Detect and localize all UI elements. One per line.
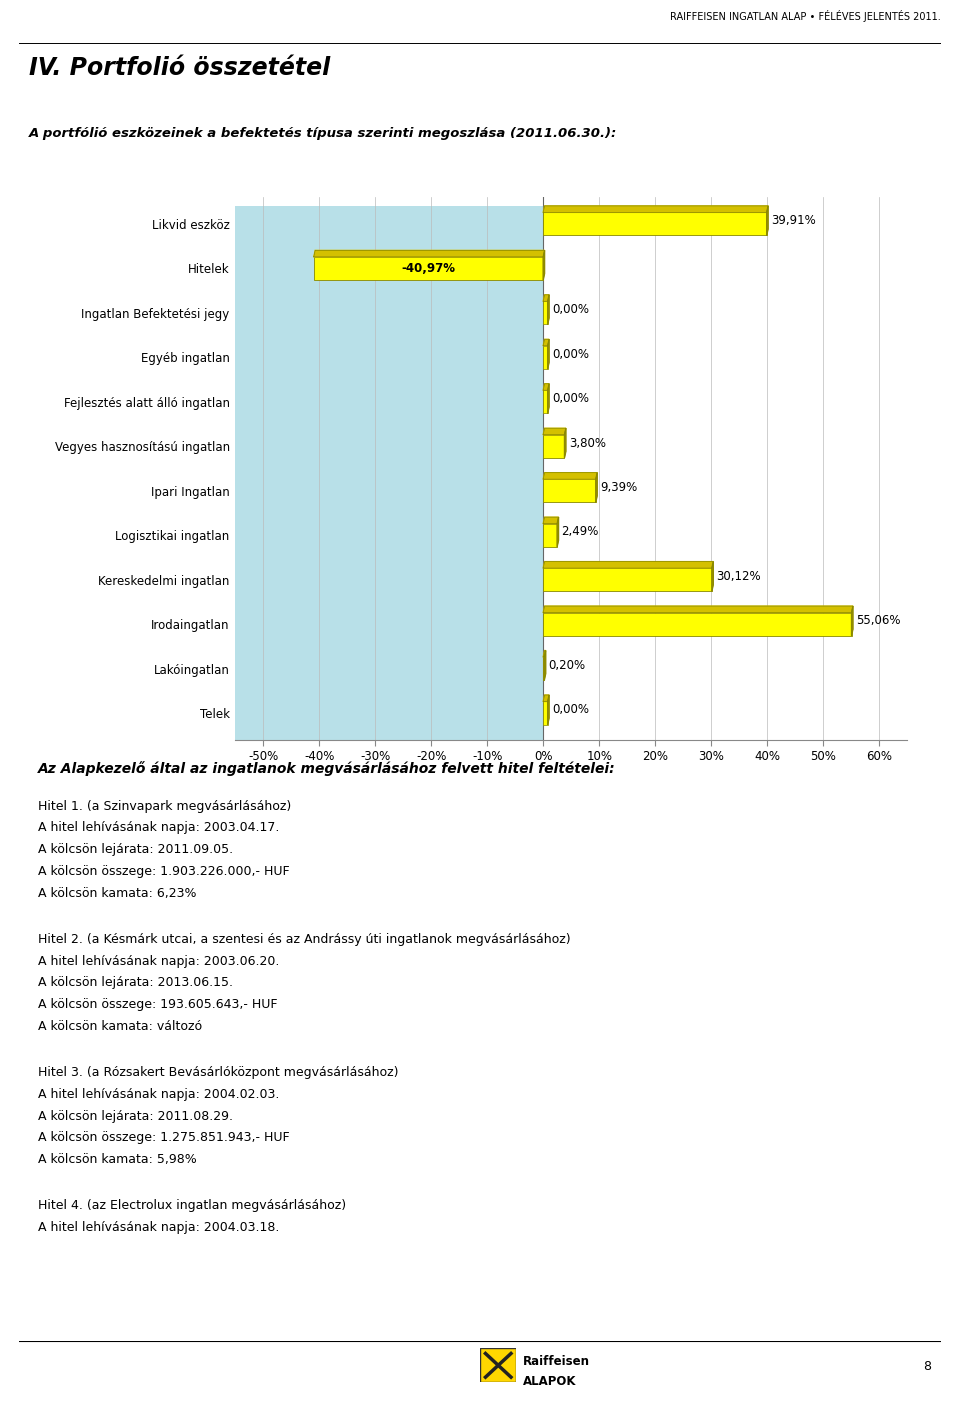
Text: 0,20%: 0,20% <box>548 659 586 672</box>
Polygon shape <box>557 517 559 547</box>
Text: 0,00%: 0,00% <box>552 392 588 404</box>
Text: A kölcsön összege: 193.605.643,- HUF: A kölcsön összege: 193.605.643,- HUF <box>38 999 277 1012</box>
Polygon shape <box>543 517 559 524</box>
Text: A kölcsön kamata: 5,98%: A kölcsön kamata: 5,98% <box>38 1154 197 1167</box>
Text: 3,80%: 3,80% <box>568 437 606 449</box>
Text: Az Alapkezelő által az ingatlanok megvásárlásához felvett hitel feltételei:: Az Alapkezelő által az ingatlanok megvás… <box>38 761 616 776</box>
Text: 2,49%: 2,49% <box>562 526 599 538</box>
Text: A kölcsön lejárata: 2011.08.29.: A kölcsön lejárata: 2011.08.29. <box>38 1110 233 1123</box>
Polygon shape <box>543 606 852 613</box>
Text: 0,00%: 0,00% <box>552 348 588 361</box>
Polygon shape <box>767 206 768 235</box>
Bar <box>543 302 547 324</box>
Text: A kölcsön összege: 1.275.851.943,- HUF: A kölcsön összege: 1.275.851.943,- HUF <box>38 1131 290 1144</box>
Polygon shape <box>547 695 549 724</box>
Text: 0,00%: 0,00% <box>552 303 588 316</box>
Polygon shape <box>543 472 597 479</box>
Polygon shape <box>543 340 549 345</box>
Polygon shape <box>547 383 549 413</box>
Polygon shape <box>543 428 565 435</box>
Text: A kölcsön lejárata: 2013.06.15.: A kölcsön lejárata: 2013.06.15. <box>38 976 233 989</box>
Polygon shape <box>544 651 545 681</box>
Polygon shape <box>543 651 545 657</box>
Bar <box>543 702 547 724</box>
Polygon shape <box>543 383 549 390</box>
Text: A portfólió eszközeinek a befektetés típusa szerinti megoszlása (2011.06.30.):: A portfólió eszközeinek a befektetés típ… <box>29 127 617 139</box>
Text: 39,91%: 39,91% <box>771 214 816 227</box>
Text: A kölcsön összege: 1.903.226.000,- HUF: A kölcsön összege: 1.903.226.000,- HUF <box>38 865 290 878</box>
Text: 30,12%: 30,12% <box>716 569 760 583</box>
Polygon shape <box>543 251 544 280</box>
Text: A hitel lehívásának napja: 2004.02.03.: A hitel lehívásának napja: 2004.02.03. <box>38 1088 279 1100</box>
Text: 9,39%: 9,39% <box>600 480 637 495</box>
Polygon shape <box>596 472 597 502</box>
Text: A kölcsön lejárata: 2011.09.05.: A kölcsön lejárata: 2011.09.05. <box>38 843 233 857</box>
Bar <box>543 345 547 369</box>
Text: 8: 8 <box>924 1360 931 1372</box>
Text: A hitel lehívásának napja: 2003.04.17.: A hitel lehívásának napja: 2003.04.17. <box>38 821 279 834</box>
Bar <box>314 256 543 280</box>
Bar <box>543 524 557 547</box>
Bar <box>543 435 564 458</box>
Polygon shape <box>712 562 713 592</box>
Text: ALAPOK: ALAPOK <box>523 1375 577 1388</box>
Text: A hitel lehívásának napja: 2003.06.20.: A hitel lehívásának napja: 2003.06.20. <box>38 955 279 968</box>
Text: A hitel lehívásának napja: 2004.03.18.: A hitel lehívásának napja: 2004.03.18. <box>38 1222 279 1234</box>
Text: RAIFFEISEN INGATLAN ALAP • FÉLÉVES JELENTÉS 2011.: RAIFFEISEN INGATLAN ALAP • FÉLÉVES JELEN… <box>670 10 941 23</box>
Polygon shape <box>543 294 549 302</box>
Text: Hitel 3. (a Rózsakert Bevásárlóközpont megvásárlásához): Hitel 3. (a Rózsakert Bevásárlóközpont m… <box>38 1067 399 1079</box>
Bar <box>543 390 547 413</box>
Text: A kölcsön kamata: változó: A kölcsön kamata: változó <box>38 1020 203 1033</box>
Text: 0,00%: 0,00% <box>552 703 588 716</box>
Text: Hitel 2. (a Késmárk utcai, a szentesi és az Andrássy úti ingatlanok megvásárlásá: Hitel 2. (a Késmárk utcai, a szentesi és… <box>38 933 571 945</box>
Polygon shape <box>564 428 565 458</box>
Polygon shape <box>543 695 549 702</box>
Bar <box>543 213 767 235</box>
Bar <box>543 568 712 592</box>
Bar <box>235 206 543 740</box>
Polygon shape <box>547 340 549 369</box>
Polygon shape <box>543 562 713 568</box>
Text: Raiffeisen: Raiffeisen <box>523 1355 590 1368</box>
Text: 55,06%: 55,06% <box>855 614 900 627</box>
Polygon shape <box>543 206 768 213</box>
Polygon shape <box>547 294 549 324</box>
Bar <box>543 479 596 502</box>
Text: -40,97%: -40,97% <box>401 262 455 275</box>
Polygon shape <box>314 251 544 256</box>
Text: Hitel 1. (a Szinvapark megvásárlásához): Hitel 1. (a Szinvapark megvásárlásához) <box>38 799 292 813</box>
Bar <box>543 613 852 635</box>
Text: Hitel 4. (az Electrolux ingatlan megvásárlásához): Hitel 4. (az Electrolux ingatlan megvásá… <box>38 1199 347 1212</box>
Text: A kölcsön kamata: 6,23%: A kölcsön kamata: 6,23% <box>38 888 197 900</box>
Text: IV. Portfolió összetétel: IV. Portfolió összetétel <box>29 56 330 80</box>
Bar <box>543 657 544 681</box>
